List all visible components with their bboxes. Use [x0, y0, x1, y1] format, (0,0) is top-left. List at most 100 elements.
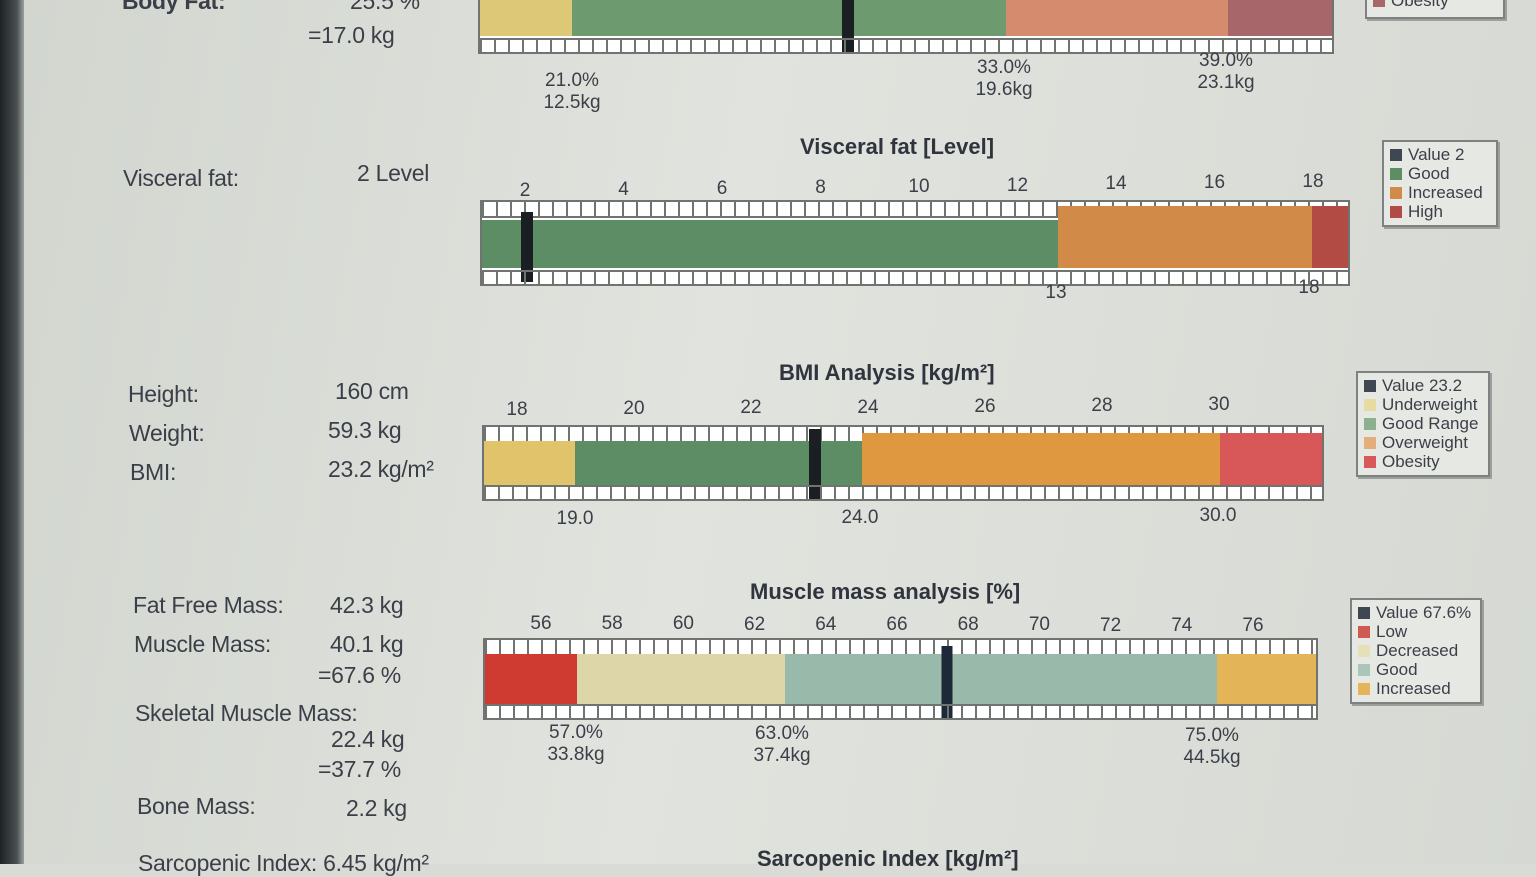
visceral-tick-label: 16 [1203, 172, 1226, 194]
legend-item: Obesity [1373, 0, 1497, 10]
body-fat-seg-increased [1006, 0, 1228, 36]
muscle-value-marker [941, 646, 953, 718]
bmi-bar [482, 425, 1324, 501]
swatch [1364, 398, 1376, 411]
bound-kg: 19.6kg [975, 79, 1033, 100]
bmi-value: 23.2 kg/m² [328, 456, 434, 482]
bound-kg: 37.4kg [753, 745, 811, 766]
bmi-bound-2: 24.0 [841, 507, 879, 528]
swatch [1373, 0, 1385, 7]
legend-text: Value 67.6% [1376, 603, 1472, 622]
muscle-seg-low [485, 654, 577, 704]
bmi-tick-label: 30 [1208, 394, 1230, 416]
visceral-bound-1: 13 [1045, 282, 1067, 303]
visceral-tick-label: 2 [519, 180, 531, 201]
body-fat-ticks [480, 38, 1332, 52]
legend-item: Value 67.6% [1358, 603, 1474, 622]
swatch [1390, 167, 1402, 180]
legend-text: Low [1376, 622, 1408, 641]
weight-label: Weight: [129, 420, 205, 446]
visceral-fat-value: 2 Level [357, 160, 430, 186]
bmi-ticks-bottom [484, 485, 1322, 499]
bmi-tick-label: 28 [1091, 395, 1113, 416]
muscle-tick-label: 58 [601, 613, 623, 635]
visceral-seg-increased [1058, 206, 1312, 268]
muscle-bound-2: 63.0% 37.4kg [753, 723, 810, 767]
sarcopenic-chart-title: Sarcopenic Index [kg/m²] [757, 846, 1019, 871]
bound-pct: 39.0% [1199, 50, 1253, 71]
visceral-tick-label: 18 [1302, 171, 1324, 193]
legend-item: Obesity [1364, 452, 1482, 471]
bmi-seg-underweight [484, 441, 575, 487]
bmi-legend: Value 23.2 Underweight Good Range Overwe… [1356, 371, 1490, 477]
muscle-tick-label: 76 [1242, 615, 1264, 636]
legend-text: Increased [1376, 679, 1451, 698]
visceral-fat-label: Visceral fat: [123, 165, 239, 191]
bmi-chart-title: BMI Analysis [kg/m²] [779, 360, 995, 385]
skeletal-muscle-mass-percent: =37.7 % [318, 756, 401, 782]
legend-text: Good [1408, 164, 1450, 183]
muscle-seg-decreased [577, 654, 785, 704]
muscle-tick-label: 56 [530, 613, 552, 634]
legend-item: High [1390, 202, 1490, 221]
body-fat-legend: Obesity [1365, 0, 1505, 19]
legend-item: Good Range [1364, 414, 1482, 433]
muscle-mass-percent: =67.6 % [318, 662, 401, 688]
visceral-bar [480, 200, 1350, 286]
height-value: 160 cm [335, 378, 409, 404]
body-fat-bound-1: 21.0% 12.5kg [543, 70, 600, 114]
bound-pct: 57.0% [549, 722, 603, 743]
body-fat-seg-low [480, 0, 572, 36]
weight-value: 59.3 kg [328, 417, 402, 443]
muscle-bound-1: 57.0% 33.8kg [547, 722, 604, 766]
legend-text: Good Range [1382, 414, 1479, 433]
legend-text: Good [1376, 660, 1418, 679]
body-fat-bar [478, 0, 1334, 54]
body-fat-label: Body Fat: [122, 0, 226, 14]
bound-kg: 12.5kg [543, 92, 601, 113]
body-fat-seg-high [1228, 0, 1332, 36]
skeletal-muscle-mass-label: Skeletal Muscle Mass: [135, 700, 358, 726]
body-fat-bound-3: 39.0% 23.1kg [1197, 50, 1254, 94]
bmi-label: BMI: [130, 459, 177, 485]
height-label: Height: [128, 381, 199, 407]
muscle-chart-title: Muscle mass analysis [%] [750, 579, 1021, 604]
visceral-chart-title: Visceral fat [Level] [800, 134, 995, 159]
visceral-tick-label: 4 [618, 178, 629, 200]
visceral-tick-label: 12 [1006, 174, 1029, 196]
visceral-bound-2: 18 [1298, 277, 1320, 298]
visceral-tick-label: 8 [815, 176, 826, 198]
swatch [1358, 663, 1370, 676]
swatch [1364, 379, 1376, 392]
muscle-mass-label: Muscle Mass: [134, 631, 271, 657]
bound-pct: 63.0% [755, 723, 809, 744]
swatch [1390, 148, 1402, 161]
bone-mass-value: 2.2 kg [346, 795, 407, 821]
visceral-seg-good [482, 220, 1058, 268]
muscle-seg-good [785, 654, 1217, 704]
bmi-tick-label: 18 [506, 399, 528, 420]
swatch [1364, 417, 1376, 430]
legend-item: Low [1358, 622, 1474, 641]
bound-kg: 33.8kg [547, 744, 605, 765]
skeletal-muscle-mass-value: 22.4 kg [331, 726, 405, 752]
swatch [1358, 644, 1370, 657]
legend-text: Value 23.2 [1382, 376, 1463, 395]
bmi-value-marker [809, 429, 821, 499]
legend-item: Good [1358, 660, 1474, 679]
monitor-bezel [0, 0, 24, 864]
bound-kg: 44.5kg [1183, 747, 1241, 768]
legend-item: Value 2 [1390, 145, 1490, 164]
body-fat-bound-2: 33.0% 19.6kg [975, 57, 1032, 101]
bone-mass-label: Bone Mass: [137, 793, 256, 819]
muscle-tick-label: 66 [886, 614, 908, 635]
muscle-legend: Value 67.6% Low Decreased Good Increased [1350, 598, 1482, 704]
muscle-tick-label: 74 [1171, 614, 1193, 636]
legend-item: Overweight [1364, 433, 1482, 452]
bound-pct: 75.0% [1185, 725, 1239, 746]
legend-text: Increased [1408, 183, 1483, 202]
bound-pct: 33.0% [977, 57, 1031, 78]
bound-kg: 23.1kg [1197, 72, 1255, 93]
legend-item: Decreased [1358, 641, 1474, 660]
bmi-bound-1: 19.0 [556, 508, 594, 529]
